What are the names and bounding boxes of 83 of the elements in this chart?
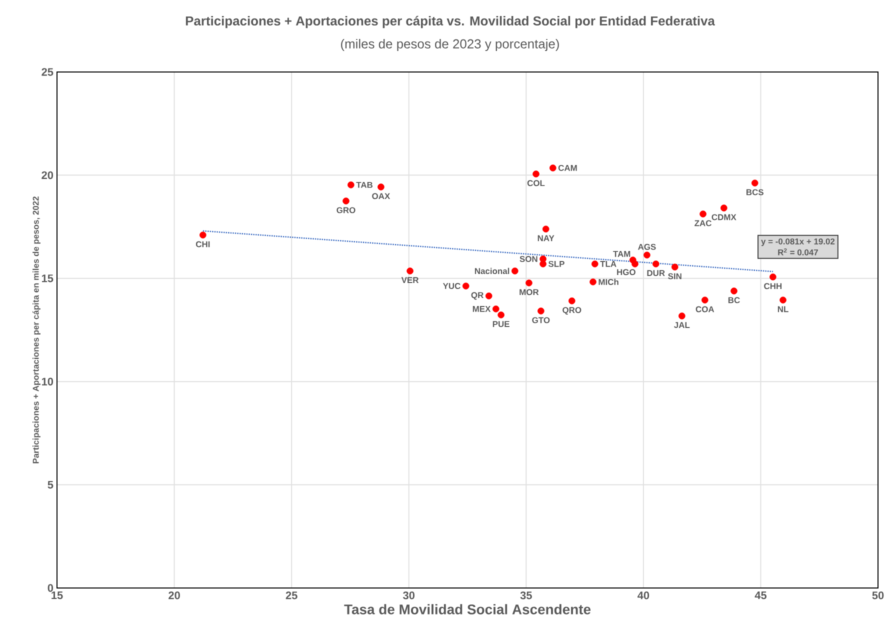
point — [632, 260, 638, 268]
annotation: COA — [696, 306, 714, 312]
annotation: MEX — [472, 306, 491, 312]
point — [720, 204, 728, 212]
point — [348, 181, 354, 188]
point — [532, 170, 540, 178]
point — [542, 226, 550, 232]
point — [492, 306, 500, 312]
annotation: OAX — [372, 193, 390, 200]
point — [526, 280, 532, 286]
point — [549, 164, 556, 172]
annotation: COL — [527, 180, 545, 186]
point — [590, 278, 596, 286]
y-tick-label: 15 — [42, 274, 54, 282]
annotation: NAY — [538, 235, 554, 242]
point — [498, 312, 504, 318]
annotation: SIN — [668, 273, 682, 280]
annotation: DUR — [647, 270, 665, 276]
y-tick-label: 5 — [48, 480, 54, 489]
annotation: QRO — [562, 307, 582, 315]
y-axis-title: Participaciones + Aportaciones per cápita en miles de pesos, 2022 — [32, 196, 40, 464]
annotation: ZAC — [694, 220, 712, 226]
point — [780, 296, 786, 304]
point — [462, 282, 470, 290]
x-axis-title: Tasa de Movilidad Social Ascendente — [344, 604, 591, 614]
annotation: SLP — [548, 260, 564, 267]
annotation: CHI — [196, 241, 210, 248]
annotation: YUC — [442, 283, 460, 290]
point — [342, 198, 350, 204]
annotation: TAB — [356, 182, 373, 188]
annotation: MICh — [598, 278, 618, 285]
chart-subtitle: (miles de pesos de 2023 y porcentaje) — [341, 38, 559, 52]
point — [678, 312, 686, 320]
annotation: R$^{2}$ = 0.047 — [778, 248, 818, 256]
point — [591, 260, 598, 268]
point — [485, 292, 492, 300]
annotation: SON — [520, 256, 538, 262]
annotation: QR — [471, 292, 484, 300]
annotation: JAL — [674, 322, 690, 328]
annotation: VER — [401, 277, 419, 283]
point — [406, 268, 414, 274]
annotation: CDMX — [712, 214, 736, 220]
annotation: TLA — [600, 261, 616, 267]
point — [730, 288, 738, 294]
point — [751, 180, 758, 186]
x-tick-label: 45 — [754, 592, 767, 600]
point — [702, 296, 708, 304]
annotation: BCS — [746, 189, 764, 196]
annotation: y = -0.081x + 19.02 — [761, 238, 835, 246]
chart-title: Participaciones + Aportaciones per cápita vs. Movilidad Social por Entidad Federativa — [186, 16, 715, 28]
annotation: BC — [728, 297, 740, 304]
y-tick-label: 0 — [48, 584, 54, 592]
annotation: Nacional — [474, 268, 510, 274]
point — [700, 210, 706, 218]
x-tick-label: 40 — [638, 592, 650, 600]
point — [200, 232, 206, 238]
point — [511, 268, 518, 274]
annotation: PUE — [492, 321, 510, 328]
x-tick-label: 35 — [520, 592, 532, 600]
annotation: HGO — [617, 269, 636, 276]
point — [652, 260, 660, 268]
y-tick-label: 20 — [42, 171, 54, 180]
annotation: GRO — [336, 207, 356, 214]
x-tick-label: 50 — [872, 592, 884, 600]
y-tick-label: 25 — [42, 68, 54, 76]
point — [671, 264, 678, 270]
annotation: CHH — [764, 283, 782, 290]
point — [644, 252, 650, 258]
point — [540, 260, 546, 268]
annotation: CAM — [558, 164, 577, 171]
annotation: GTO — [532, 317, 550, 324]
point — [568, 297, 576, 304]
annotation: MOR — [520, 289, 539, 296]
point — [538, 308, 544, 314]
y-tick-label: 10 — [42, 378, 54, 386]
point — [378, 184, 384, 190]
annotation: AGS — [638, 244, 656, 250]
annotation: NL — [778, 306, 788, 312]
x-tick-label: 30 — [403, 592, 415, 600]
point — [770, 274, 776, 280]
annotation: TAM — [613, 250, 630, 257]
x-tick-label: 20 — [168, 592, 180, 600]
x-tick-label: 25 — [286, 592, 298, 600]
